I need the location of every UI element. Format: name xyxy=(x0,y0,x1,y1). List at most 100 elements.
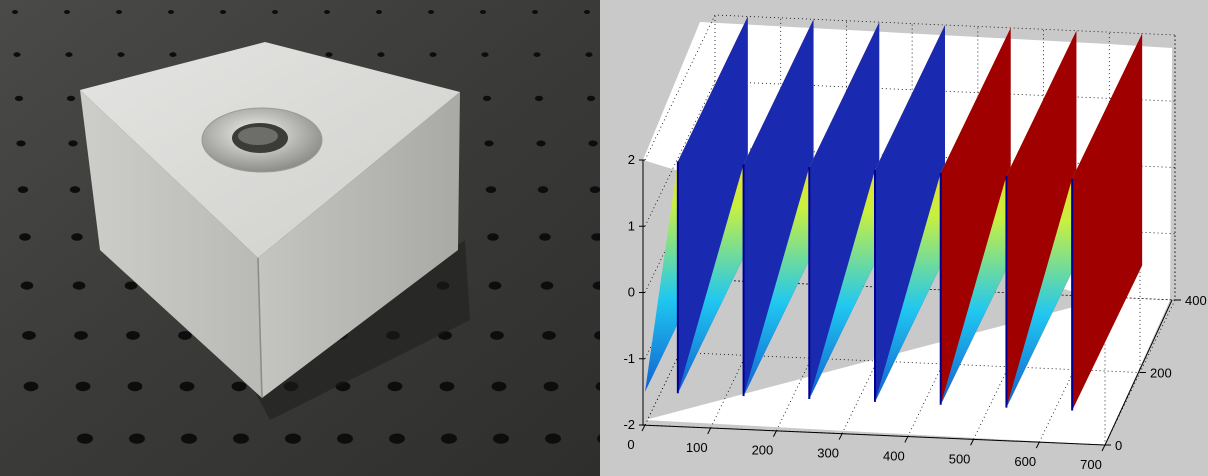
table-hole xyxy=(488,281,502,290)
table-hole xyxy=(285,433,301,444)
table-hole xyxy=(532,10,538,14)
sawtooth-drop-face xyxy=(1072,33,1143,411)
table-hole xyxy=(537,186,549,194)
table-hole xyxy=(389,433,405,444)
table-hole xyxy=(169,52,177,57)
sawtooth-drop-face xyxy=(809,22,880,400)
table-hole xyxy=(429,52,437,57)
table-hole xyxy=(69,186,81,194)
y-axis-ticks: 0 200 400 xyxy=(1105,293,1207,453)
table-hole xyxy=(127,381,143,392)
table-hole xyxy=(14,95,24,102)
x-tick-label: 100 xyxy=(686,440,708,455)
table-hole xyxy=(325,52,333,57)
table-hole xyxy=(126,330,140,340)
table-hole xyxy=(484,140,494,147)
table-hole xyxy=(480,10,486,14)
table-hole xyxy=(543,381,559,392)
table-hole xyxy=(533,52,541,57)
table-hole xyxy=(233,433,249,444)
table-hole xyxy=(589,186,600,193)
surface-plot-panel: -2 -1 0 1 2 0 100 200 300 400 500 600 700 0 200 400 xyxy=(600,0,1208,476)
table-hole xyxy=(337,433,353,444)
table-hole xyxy=(441,433,457,444)
table-hole xyxy=(231,381,247,392)
table-hole xyxy=(584,10,590,14)
table-hole xyxy=(534,95,544,102)
x-tick-label: 700 xyxy=(1080,457,1102,472)
table-hole xyxy=(387,381,403,392)
table-hole xyxy=(12,10,18,14)
table-hole xyxy=(439,381,455,392)
z-tick-label: 0 xyxy=(628,285,635,300)
table-hole xyxy=(491,381,507,392)
table-hole xyxy=(19,233,31,241)
table-hole xyxy=(539,233,551,241)
table-hole xyxy=(181,433,197,444)
table-hole xyxy=(75,381,91,392)
block-left-face xyxy=(80,90,262,398)
table-hole xyxy=(592,281,600,290)
table-hole xyxy=(20,281,34,290)
surface-strips xyxy=(645,16,1143,411)
z-tick-label: 2 xyxy=(628,152,635,167)
block-right-face xyxy=(258,92,460,398)
table-hole xyxy=(66,95,76,102)
table-hole xyxy=(377,52,385,57)
y-tick-label: 0 xyxy=(1115,438,1122,453)
table-hole xyxy=(586,95,596,102)
table-hole xyxy=(220,10,226,14)
x-tick-label: 500 xyxy=(949,451,971,466)
table-hole xyxy=(597,434,600,443)
x-tick-label: 400 xyxy=(883,448,905,463)
table-hole xyxy=(13,52,21,57)
z-axis-ticks: -2 -1 0 1 2 xyxy=(623,152,645,432)
sawtooth-drop-face xyxy=(875,25,945,402)
table-hole xyxy=(71,233,83,241)
sawtooth-drop-face xyxy=(940,27,1011,405)
x-tick-label: 600 xyxy=(1014,454,1036,469)
sawtooth-drop-face xyxy=(677,16,748,394)
x-tick-label: 300 xyxy=(817,446,839,461)
x-axis-ticks: 0 100 200 300 400 500 600 700 xyxy=(627,424,1106,472)
table-hole xyxy=(482,95,492,102)
table-hole xyxy=(72,281,86,290)
table-hole xyxy=(117,52,125,57)
table-hole xyxy=(545,433,561,444)
table-hole xyxy=(585,52,593,57)
table-hole xyxy=(487,233,499,241)
table-hole xyxy=(168,10,174,14)
table-hole xyxy=(17,186,29,194)
table-hole xyxy=(591,233,600,241)
z-tick-label: -1 xyxy=(623,351,635,366)
table-hole xyxy=(485,186,497,194)
table-hole xyxy=(376,10,382,14)
table-hole xyxy=(481,52,489,57)
table-hole xyxy=(588,140,598,147)
table-hole xyxy=(542,330,556,340)
z-tick-label: -2 xyxy=(623,417,635,432)
table-hole xyxy=(22,330,36,340)
table-hole xyxy=(65,52,73,57)
table-hole xyxy=(129,433,145,444)
x-tick-label: 200 xyxy=(752,443,774,458)
table-hole xyxy=(594,330,600,340)
surface-plot: -2 -1 0 1 2 0 100 200 300 400 500 600 700 0 200 400 xyxy=(623,14,1207,472)
table-hole xyxy=(428,10,434,14)
z-tick-label: 1 xyxy=(628,218,635,233)
table-hole xyxy=(124,281,138,290)
table-hole xyxy=(77,433,93,444)
table-hole xyxy=(74,330,88,340)
table-hole xyxy=(16,140,26,147)
sawtooth-drop-face xyxy=(1006,30,1077,408)
y-tick-label: 200 xyxy=(1150,366,1172,381)
table-hole xyxy=(540,281,554,290)
table-hole xyxy=(116,10,122,14)
y-tick-label: 400 xyxy=(1185,293,1207,308)
table-hole xyxy=(68,140,78,147)
table-hole xyxy=(493,433,509,444)
table-hole xyxy=(536,140,546,147)
table-hole xyxy=(23,381,39,392)
x-tick-label: 0 xyxy=(627,437,634,452)
